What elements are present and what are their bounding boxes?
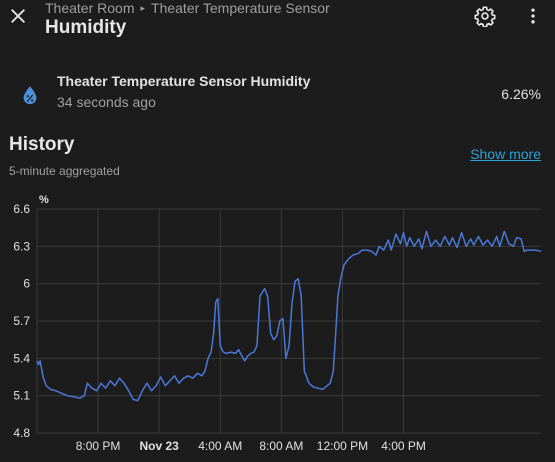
entity-row: Theater Temperature Sensor Humidity 34 s… <box>0 68 555 116</box>
entity-last-changed: 34 seconds ago <box>57 94 156 110</box>
entity-state: 6.26% <box>501 86 541 102</box>
dialog-header: Theater Room ▸ Theater Temperature Senso… <box>0 0 555 46</box>
show-more-link[interactable]: Show more <box>470 146 541 162</box>
breadcrumb-device[interactable]: Theater Temperature Sensor <box>151 0 330 16</box>
breadcrumb-separator-icon: ▸ <box>140 2 146 13</box>
x-tick-label: 4:00 AM <box>198 439 242 453</box>
x-tick-label: 4:00 PM <box>381 439 426 453</box>
history-chart[interactable]: 6.6 6.3 6 5.7 5.4 5.1 4.8 8:00 PM Nov 23 4:00 AM 8… <box>0 190 555 462</box>
settings-button[interactable] <box>473 4 497 28</box>
x-tick-label: 8:00 PM <box>76 439 121 453</box>
gear-icon <box>474 6 496 27</box>
y-tick-label: 6.3 <box>13 239 30 253</box>
x-tick-label: Nov 23 <box>140 439 180 453</box>
y-axis-unit-label: % <box>39 194 49 206</box>
breadcrumb-area[interactable]: Theater Room <box>45 0 135 16</box>
y-tick-label: 5.4 <box>13 351 30 365</box>
breadcrumb: Theater Room ▸ Theater Temperature Senso… <box>45 0 330 16</box>
series-line <box>36 230 542 402</box>
page-title: Humidity <box>45 17 127 38</box>
dots-vertical-icon <box>531 8 535 24</box>
close-icon <box>11 9 25 23</box>
more-options-button[interactable] <box>521 4 545 28</box>
y-tick-label: 4.8 <box>13 426 30 440</box>
x-tick-label: 8:00 AM <box>259 439 303 453</box>
entity-name: Theater Temperature Sensor Humidity <box>57 73 311 89</box>
y-tick-label: 5.1 <box>13 389 30 403</box>
close-button[interactable] <box>6 4 30 28</box>
x-tick-label: 12:00 PM <box>317 439 368 453</box>
y-tick-label: 6.6 <box>13 202 30 216</box>
water-percent-icon <box>23 86 37 105</box>
y-tick-label: 5.7 <box>13 314 30 328</box>
history-title: History <box>9 134 75 155</box>
y-tick-label: 6 <box>23 277 30 291</box>
history-subtitle: 5-minute aggregated <box>9 164 120 178</box>
